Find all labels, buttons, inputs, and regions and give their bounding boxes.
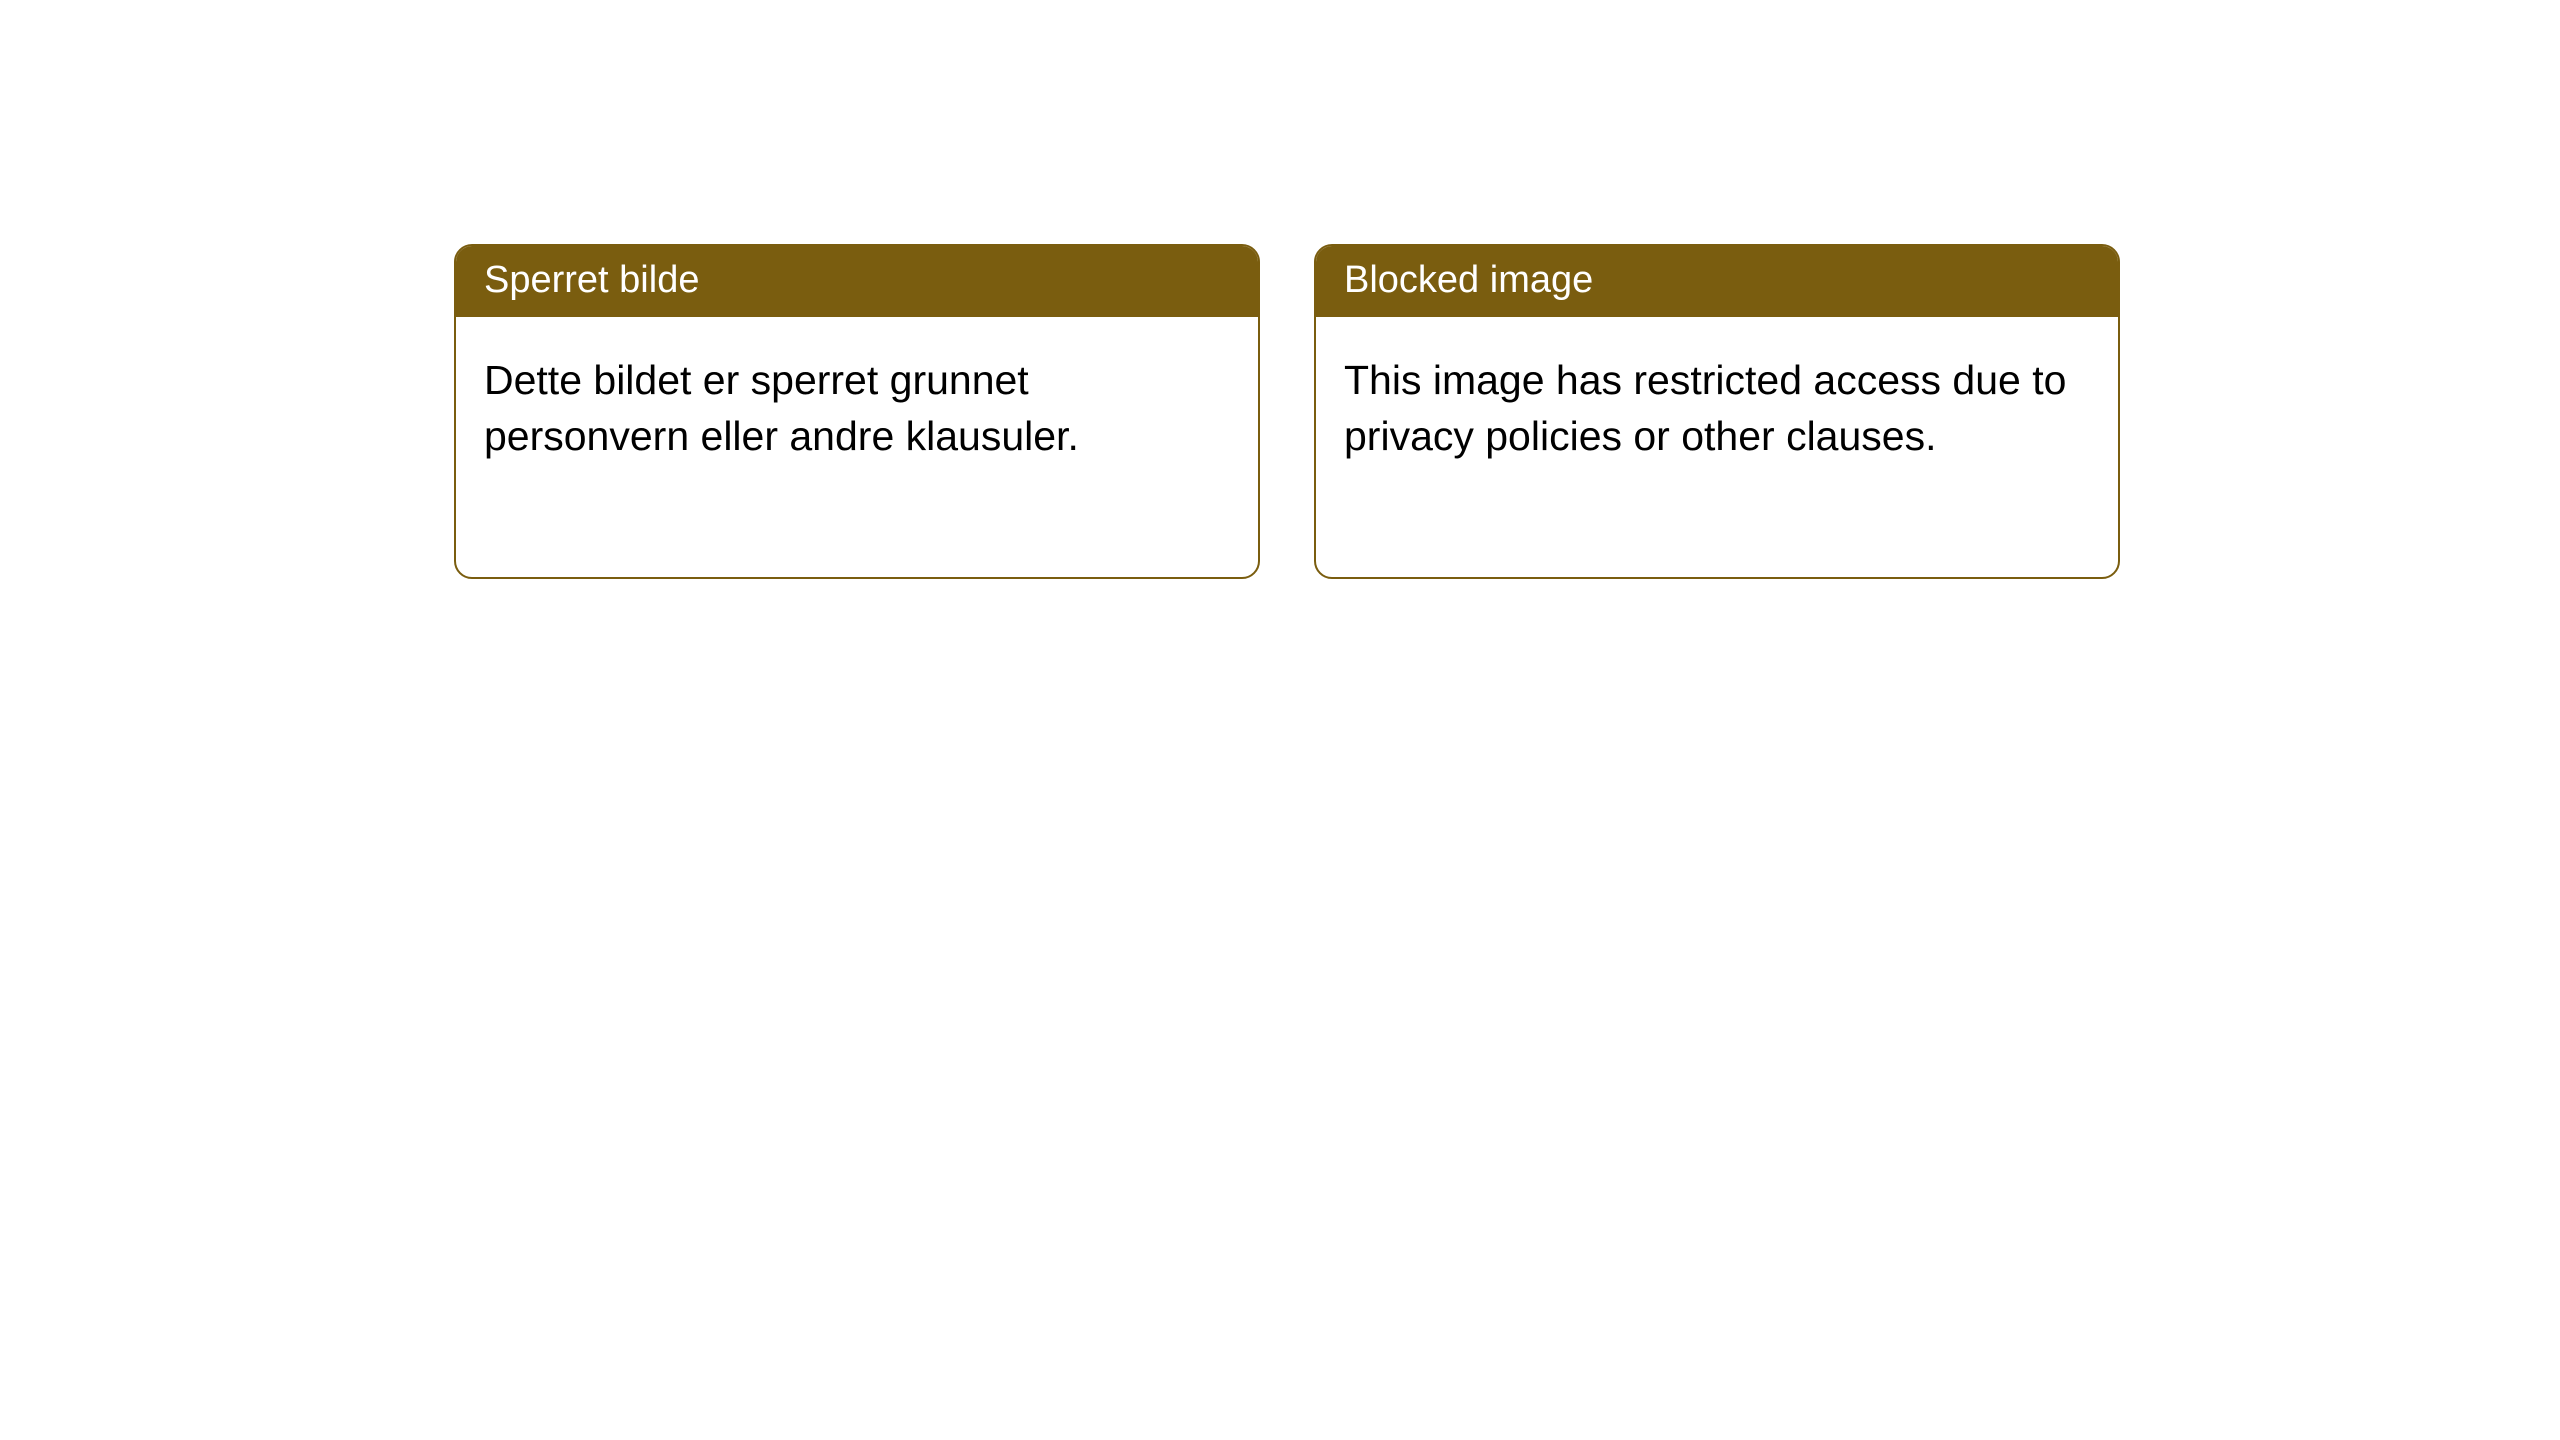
- notice-title: Sperret bilde: [484, 259, 699, 301]
- notice-title: Blocked image: [1344, 259, 1593, 301]
- notice-card-norwegian: Sperret bilde Dette bildet er sperret gr…: [454, 244, 1260, 579]
- notice-message: This image has restricted access due to …: [1344, 357, 2066, 458]
- notice-message: Dette bildet er sperret grunnet personve…: [484, 357, 1079, 458]
- notice-container: Sperret bilde Dette bildet er sperret gr…: [454, 244, 2120, 579]
- notice-header: Blocked image: [1316, 246, 2118, 317]
- notice-card-english: Blocked image This image has restricted …: [1314, 244, 2120, 579]
- notice-body: This image has restricted access due to …: [1316, 317, 2118, 484]
- notice-header: Sperret bilde: [456, 246, 1258, 317]
- notice-body: Dette bildet er sperret grunnet personve…: [456, 317, 1258, 484]
